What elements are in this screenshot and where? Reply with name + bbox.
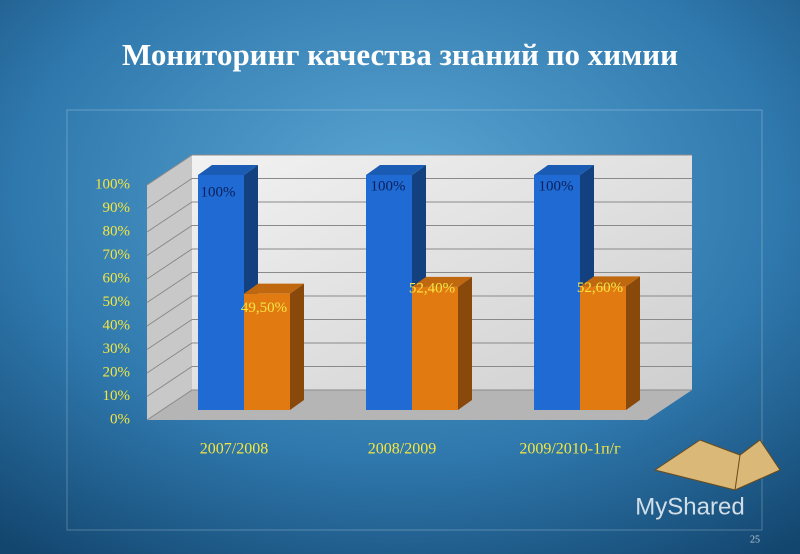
x-tick-label: 2009/2010-1п/г xyxy=(519,441,621,458)
bar-side xyxy=(458,276,472,410)
y-tick-label: 50% xyxy=(103,294,131,310)
y-tick-label: 70% xyxy=(103,247,131,263)
y-tick-label: 0% xyxy=(110,411,130,427)
bar-side xyxy=(626,276,640,410)
book xyxy=(653,439,781,491)
bar-side xyxy=(290,283,304,410)
watermark: MyShared xyxy=(635,493,744,520)
grid-line xyxy=(146,154,692,186)
grid-line xyxy=(146,178,692,209)
grid-line xyxy=(146,342,692,374)
y-tick-label: 60% xyxy=(103,270,131,286)
x-tick-label: 2007/2008 xyxy=(200,441,268,458)
bar xyxy=(244,293,290,410)
chart-title: Мониторинг качества знаний по химии xyxy=(122,37,678,72)
bar xyxy=(580,286,626,410)
bar-top xyxy=(198,165,258,175)
value-label: 100% xyxy=(371,178,406,194)
bar xyxy=(198,175,244,410)
value-label: 49,50% xyxy=(241,300,287,316)
y-tick-label: 90% xyxy=(103,200,131,216)
value-label: 100% xyxy=(201,184,236,200)
y-tick-label: 30% xyxy=(103,341,131,357)
grid-line xyxy=(146,319,692,350)
bar xyxy=(412,286,458,410)
grid-line xyxy=(146,225,692,256)
value-label: 100% xyxy=(539,178,574,194)
grid-line xyxy=(146,248,692,280)
slide-number: 25 xyxy=(750,534,760,545)
grid-line xyxy=(146,272,692,303)
grid-line xyxy=(146,201,692,233)
bar-top xyxy=(534,165,594,175)
x-tick-label: 2008/2009 xyxy=(368,441,436,458)
grid-line xyxy=(146,295,692,327)
bar-top xyxy=(244,283,304,294)
bar-top xyxy=(580,276,640,287)
bar xyxy=(366,175,412,410)
y-tick-label: 10% xyxy=(103,388,131,404)
y-tick-label: 80% xyxy=(103,223,131,239)
bar xyxy=(534,175,580,410)
y-tick-label: 40% xyxy=(103,317,131,333)
value-label: 52,40% xyxy=(409,280,455,296)
y-tick-label: 100% xyxy=(95,176,130,192)
y-tick-label: 20% xyxy=(103,364,131,380)
bar-top xyxy=(412,276,472,287)
value-label: 52,60% xyxy=(577,280,623,296)
bar-top xyxy=(366,165,426,175)
grid-line xyxy=(146,389,692,421)
chart-frame xyxy=(66,109,763,531)
grid-line xyxy=(146,366,692,397)
